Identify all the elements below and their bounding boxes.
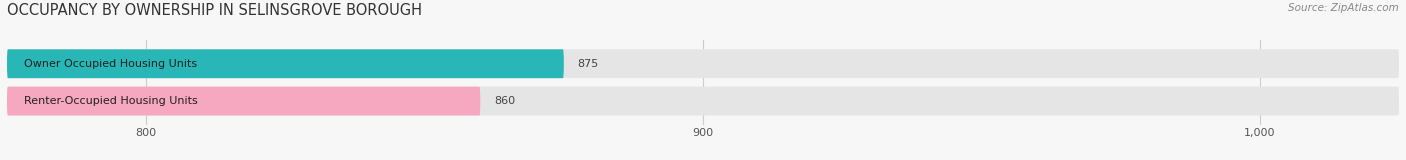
FancyBboxPatch shape [7, 87, 481, 116]
Text: 860: 860 [494, 96, 516, 106]
Text: Source: ZipAtlas.com: Source: ZipAtlas.com [1288, 3, 1399, 13]
Text: Renter-Occupied Housing Units: Renter-Occupied Housing Units [24, 96, 197, 106]
Text: OCCUPANCY BY OWNERSHIP IN SELINSGROVE BOROUGH: OCCUPANCY BY OWNERSHIP IN SELINSGROVE BO… [7, 3, 422, 18]
FancyBboxPatch shape [7, 87, 1399, 116]
FancyBboxPatch shape [7, 49, 564, 78]
Text: Owner Occupied Housing Units: Owner Occupied Housing Units [24, 59, 197, 69]
FancyBboxPatch shape [7, 49, 1399, 78]
Text: 875: 875 [578, 59, 599, 69]
